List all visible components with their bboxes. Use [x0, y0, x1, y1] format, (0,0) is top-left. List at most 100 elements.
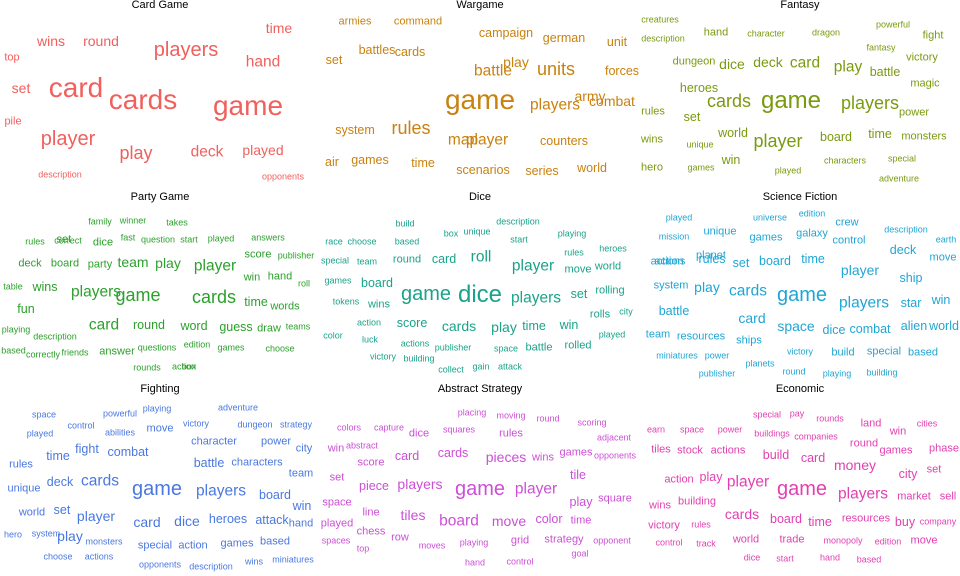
word: grid: [510, 534, 530, 547]
word: player: [840, 262, 880, 278]
wordcloud-panel-card-game: Card Game cards game card players player play d…: [0, 0, 320, 192]
word: time: [801, 251, 825, 266]
word: opponent: [593, 535, 631, 546]
panel-title: Science Fiction: [762, 192, 838, 203]
word: played: [774, 165, 802, 176]
word: piece: [359, 478, 389, 493]
word: win: [292, 498, 312, 513]
word: deck: [889, 242, 917, 257]
word: play: [699, 469, 723, 484]
word: deck: [46, 474, 74, 489]
word: board: [50, 257, 80, 270]
word: games: [879, 444, 913, 457]
word: special: [866, 345, 902, 358]
word: forces: [604, 63, 640, 78]
word: control: [506, 556, 534, 567]
word: dice: [408, 427, 430, 440]
word: action: [171, 361, 197, 372]
word: abstract: [345, 440, 379, 451]
word: campaign: [478, 25, 534, 40]
word: team: [288, 467, 314, 480]
word: rolls: [589, 308, 611, 321]
word: cards: [81, 472, 119, 490]
word: table: [3, 281, 23, 292]
panel-title: Card Game: [131, 0, 189, 11]
word: family: [88, 216, 112, 227]
word: building: [403, 353, 435, 364]
word: miniatures: [272, 554, 314, 565]
word: track: [696, 538, 716, 549]
word: wins: [244, 556, 264, 567]
word: cards: [706, 91, 752, 111]
word: moves: [418, 540, 446, 551]
word: time: [244, 294, 268, 309]
word: scoring: [577, 417, 607, 428]
word: row: [391, 531, 409, 544]
word: character: [191, 435, 237, 448]
word: world: [577, 160, 607, 175]
word: based: [394, 236, 420, 247]
word: friends: [61, 347, 89, 358]
word: character: [747, 28, 785, 39]
word: cards: [191, 287, 237, 307]
word: buildings: [754, 428, 790, 439]
word: start: [180, 234, 198, 245]
word: set: [329, 471, 345, 484]
word: building: [678, 495, 716, 508]
word: set: [926, 463, 942, 476]
word: unique: [703, 225, 737, 238]
word: deck: [18, 257, 42, 270]
word: special: [137, 539, 173, 552]
word: spaces: [321, 535, 351, 546]
word: description: [884, 224, 928, 235]
word: power: [261, 435, 291, 448]
word: squares: [442, 424, 476, 435]
word: pile: [4, 115, 22, 128]
word: deck: [190, 143, 224, 161]
word: space: [31, 409, 57, 420]
word: opponents: [593, 450, 637, 461]
word: wins: [531, 451, 555, 464]
panel-title: Fantasy: [780, 0, 820, 11]
word: mission: [658, 231, 690, 242]
word: card: [88, 316, 120, 334]
word: playing: [557, 228, 587, 239]
word: trade: [779, 533, 805, 546]
word: play: [119, 143, 153, 163]
word: play: [155, 255, 181, 271]
word: publisher: [434, 342, 472, 353]
word: system: [335, 122, 375, 137]
word: winner: [119, 215, 147, 226]
word: miniatures: [656, 350, 698, 361]
word: game: [760, 87, 822, 114]
word: buy: [894, 514, 916, 529]
word: world: [718, 125, 748, 140]
word: control: [832, 234, 866, 247]
word: players: [196, 482, 246, 500]
word: german: [542, 30, 586, 45]
word: strategy: [544, 533, 584, 546]
word: space: [777, 318, 815, 334]
word: collect: [438, 364, 464, 375]
word: set: [53, 502, 71, 517]
word: choose: [347, 236, 377, 247]
word: heroes: [599, 243, 627, 254]
word: action: [178, 539, 208, 552]
panel-title: Economic: [775, 384, 825, 395]
word: luck: [361, 334, 379, 345]
word: fast: [120, 232, 136, 243]
word: hand: [288, 517, 314, 530]
word: world: [18, 506, 46, 519]
word: games: [559, 446, 593, 459]
word: opponents: [138, 559, 182, 570]
word: combat: [107, 444, 149, 459]
word: party: [87, 258, 113, 271]
word: card: [48, 72, 104, 103]
word: monsters: [85, 536, 123, 547]
word: adventure: [878, 173, 920, 184]
word: hand: [703, 26, 729, 39]
word: series: [525, 163, 559, 178]
word: tiles: [651, 443, 671, 456]
wordcloud-panel-party-game: Party Game game cards players player card play…: [0, 192, 320, 384]
word: based: [856, 554, 882, 565]
